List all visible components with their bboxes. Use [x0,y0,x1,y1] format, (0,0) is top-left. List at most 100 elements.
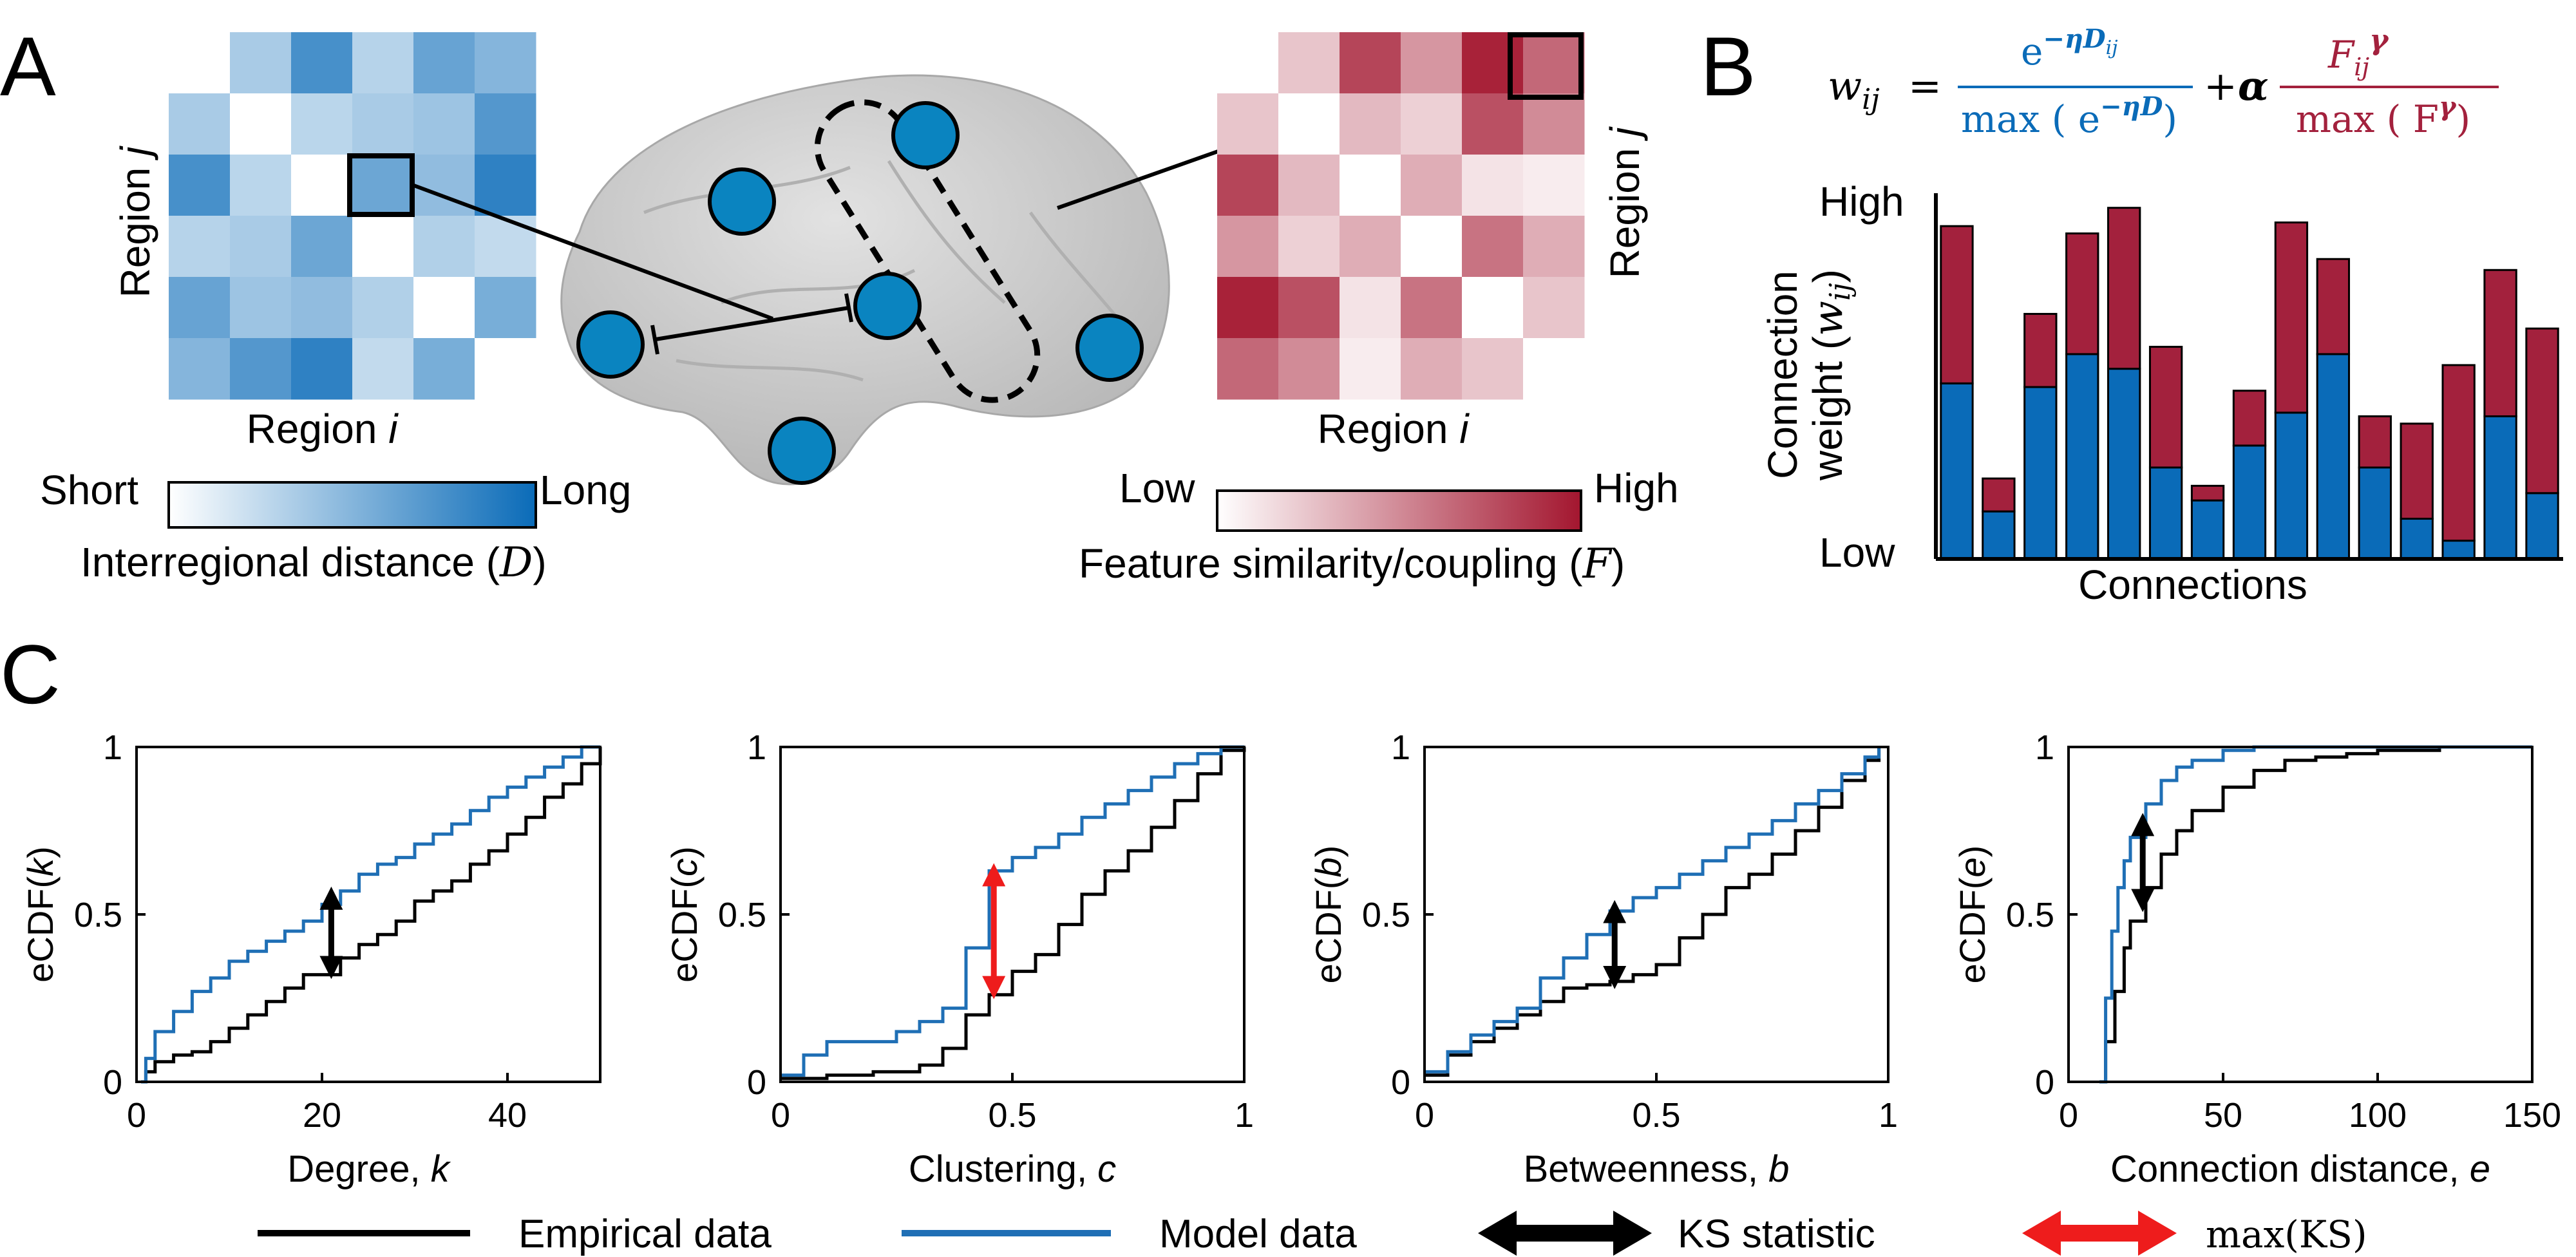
distance-matrix-cell [169,32,231,94]
bar-distance-segment [2441,540,2476,560]
ecdf-empirical-line [2099,745,2532,1084]
ecdf-ylabel: eCDF(c) [664,846,705,983]
distance-connector [411,183,774,321]
similarity-matrix-cell [1401,216,1463,278]
ecdf-plot: 0 20 40 0 0.5 1 eCDF(k) Degree, k [20,728,602,1190]
ecdf-model-line [1425,747,1881,1073]
bar-feature-segment [2525,327,2559,495]
legend-ks-label: KS statistic [1678,1212,1875,1256]
legend-ks-arrow [1478,1211,1652,1256]
distance-matrix-cell [413,216,475,278]
ecdf-model-line [141,745,600,1084]
formula-distance-numerator: e−ηDij [2021,24,2118,73]
ecdf-legend: Empirical data Model data KS statistic m… [258,1211,2367,1256]
distance-matrix-cell [291,216,353,278]
bar-feature-segment [2358,415,2392,469]
similarity-matrix-cell [1340,155,1401,216]
distance-matrix-cell [169,93,231,155]
distance-matrix-cell [352,216,414,278]
similarity-matrix-cell [1217,216,1279,278]
bar-distance-segment [2023,386,2058,560]
formula-plus: + [2204,62,2237,109]
bar-distance-segment [2483,415,2517,560]
ecdf-plots: 0 20 40 0 0.5 1 eCDF(k) Degree, k 0 0.5 1 0 0.5 1 eCDF… [20,728,2561,1190]
bar-feature-segment [1982,477,2016,513]
brain-node [891,101,960,169]
bar-chart-y-high: High [1819,178,1904,225]
distance-matrix-cell [413,32,475,94]
similarity-matrix-cell [1217,93,1279,155]
ecdf-axes-frame [2067,746,2533,1083]
similarity-matrix-cell [1340,93,1401,155]
ecdf-ytick-label: 0.5 [2006,896,2054,934]
similarity-matrix-cell [1401,155,1463,216]
panel-c-letter: C [0,627,61,721]
similarity-matrix-cell [1462,277,1524,339]
distance-matrix-cell [352,277,414,339]
distance-matrix-cell [291,277,353,339]
distance-matrix-cell [291,338,353,400]
ecdf-axes-frame [779,746,1245,1083]
bar-feature-segment [2232,390,2267,447]
ecdf-ytick-label: 0 [747,1063,766,1102]
similarity-matrix-cell [1401,32,1463,94]
bar-distance-segment [1940,382,1974,560]
similarity-matrix-cell [1523,216,1585,278]
formula-distance-denominator: max ( e−ηD) [1961,91,2177,141]
ecdf-ylabel: eCDF(e) [1952,846,1993,984]
ecdf-plot: 0 50 100 150 0 0.5 1 eCDF(e) Connection distance… [1952,728,2561,1190]
ecdf-plot: 0 0.5 1 0 0.5 1 eCDF(c) Clustering, c [664,728,1254,1190]
ecdf-ytick-label: 1 [2035,728,2054,767]
ecdf-ytick-label: 0 [2035,1063,2054,1102]
distance-matrix-cell [413,338,475,400]
distance-path-end-left [650,325,659,355]
ecdf-ytick-label: 1 [1391,728,1410,767]
ecdf-xlabel: Degree, k [287,1148,451,1190]
distance-matrix-xlabel: Region i [247,406,399,452]
brain-node [1075,314,1144,382]
similarity-matrix-cell [1278,216,1340,278]
ecdf-xtick-label: 0.5 [1632,1096,1680,1135]
similarity-matrix-cell [1340,32,1401,94]
brain-sulcus-5 [1028,211,1122,323]
brain-illustration [560,74,1170,486]
similarity-matrix-cell [1217,338,1279,400]
formula-feature-numerator: Fijγ [2327,24,2389,81]
ecdf-ytick-label: 0.5 [74,896,122,934]
similarity-matrix-cell [1523,32,1585,94]
brain-sulcus-4 [676,359,864,382]
similarity-matrix-cell [1462,338,1524,400]
panel-a-letter: A [0,19,56,113]
distance-colorbar-high: Long [540,467,631,513]
brain-cortex [560,74,1170,486]
legend-maxks-arrow [2022,1211,2177,1256]
similarity-matrix-cell [1278,338,1340,400]
ecdf-xtick-label: 1 [1879,1096,1898,1135]
distance-matrix-cell [230,216,292,278]
legend-model-label: Model data [1159,1212,1357,1256]
ecdf-empirical-line [141,747,602,1084]
ecdf-xtick-label: 50 [2204,1096,2242,1135]
ecdf-plot: 0 0.5 1 0 0.5 1 eCDF(b) Betweenness, b [1308,728,1898,1190]
panel-a: A Region j Region i Short Long Interregi… [0,19,1679,588]
panel-b: B wij = e−ηDij max ( e−ηD) + α Fijγ max … [1700,19,2563,608]
distance-matrix-cell [169,338,231,400]
bar-distance-segment [2400,518,2434,560]
distance-path [655,306,849,341]
ecdf-ylabel: eCDF(k) [20,846,61,983]
ecdf-ytick-label: 1 [103,728,122,767]
ecdf-ytick-label: 0 [103,1063,122,1102]
bar-feature-segment [2316,258,2351,355]
distance-matrix-cell [352,338,414,400]
similarity-matrix-highlight [1508,32,1584,100]
bar-distance-segment [2274,411,2309,560]
brain-sulcus-3 [887,160,1006,304]
distance-colorbar-caption: Interregional distance (D) [80,539,547,587]
distance-matrix-cell [475,32,536,94]
distance-matrix-ylabel: Region j [112,146,158,298]
weight-formula: wij = e−ηDij max ( e−ηD) + α Fijγ max ( … [1828,24,2499,141]
distance-matrix [169,32,536,400]
distance-matrix-cell [475,216,536,278]
ecdf-ytick-label: 1 [747,728,766,767]
distance-colorbar [167,481,537,529]
